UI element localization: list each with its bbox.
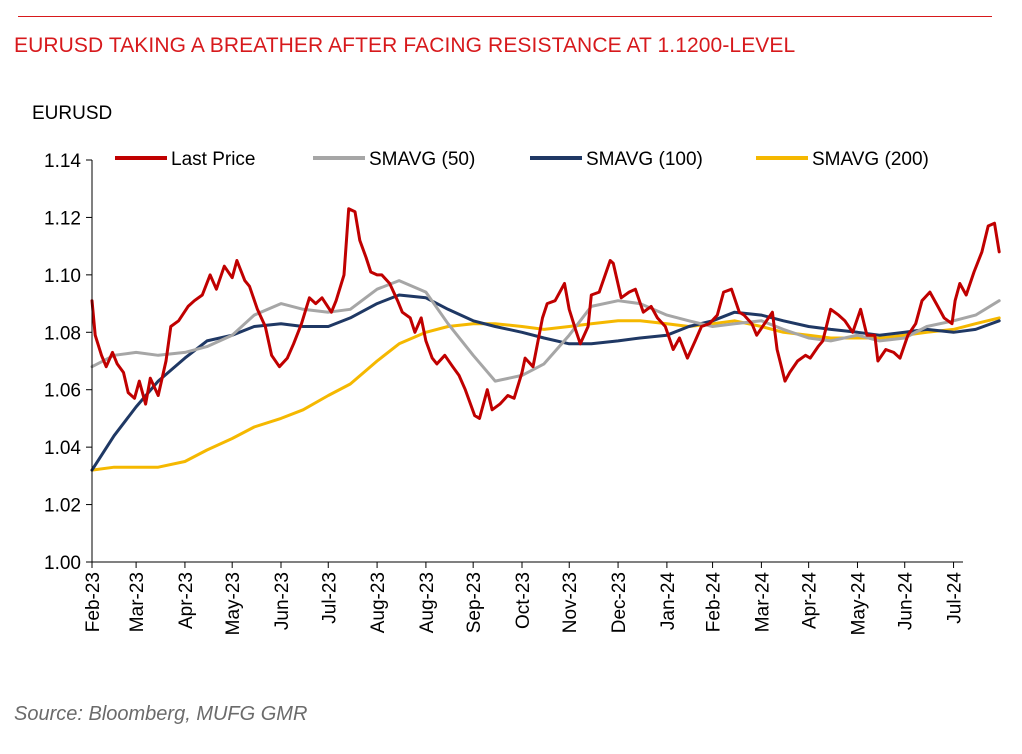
x-tick-label: Jan-24	[658, 572, 679, 631]
x-tick-label: Jun-23	[272, 572, 293, 630]
legend-label: Last Price	[171, 149, 255, 170]
series-lines	[90, 207, 1001, 472]
y-tick-label: 1.02	[44, 496, 81, 517]
x-tick-label: Apr-23	[176, 572, 197, 629]
x-tick-label: May-24	[848, 572, 869, 636]
y-tick-label: 1.10	[44, 266, 81, 287]
x-tick-label: Apr-24	[800, 572, 821, 629]
legend-label: SMAVG (100)	[586, 149, 703, 170]
y-tick-label: 1.12	[44, 208, 81, 229]
series-line-smavg-100	[90, 293, 1001, 472]
x-tick-label: Aug-23	[417, 572, 438, 633]
x-tick-label: Oct-23	[513, 572, 534, 629]
y-axis-ticks: 1.00 1.02 1.04 1.06 1.08 1.10 1.12 1.14	[44, 151, 92, 574]
page-title: EURUSD TAKING A BREATHER AFTER FACING RE…	[14, 34, 796, 57]
y-tick-label: 1.06	[44, 381, 81, 402]
legend-label: SMAVG (200)	[812, 149, 929, 170]
y-tick-label: 1.14	[44, 151, 81, 172]
x-tick-label: Mar-23	[127, 572, 148, 632]
x-tick-label: Mar-24	[752, 572, 773, 633]
x-tick-label: Jul-24	[945, 572, 966, 624]
x-tick-label: Feb-23	[83, 572, 104, 632]
series-line-last-price	[90, 207, 1001, 420]
legend: Last Price SMAVG (50) SMAVG (100) SMAVG (20…	[115, 149, 929, 170]
series-line-smavg-50	[90, 279, 1001, 383]
y-tick-label: 1.00	[44, 553, 81, 574]
x-tick-label: Feb-24	[704, 572, 725, 633]
y-axis-label: EURUSD	[32, 103, 112, 124]
x-tick-label: May-23	[223, 572, 244, 635]
x-tick-label: Jun-24	[896, 572, 917, 631]
top-rule	[18, 16, 992, 17]
x-axis-ticks: Feb-23 Mar-23 Apr-23 May-23 Jun-23 Jul-23 Aug-…	[83, 562, 966, 635]
legend-label: SMAVG (50)	[369, 149, 475, 170]
x-tick-label: Nov-23	[560, 572, 581, 633]
x-tick-label: Sep-23	[464, 572, 485, 633]
series-line-smavg-200	[90, 316, 1001, 472]
x-tick-label: Dec-23	[609, 572, 630, 633]
y-tick-label: 1.08	[44, 323, 81, 344]
y-tick-label: 1.04	[44, 438, 81, 459]
x-tick-label: Aug-23	[368, 572, 389, 633]
x-tick-label: Jul-23	[319, 572, 340, 624]
source-note: Source: Bloomberg, MUFG GMR	[14, 703, 308, 725]
